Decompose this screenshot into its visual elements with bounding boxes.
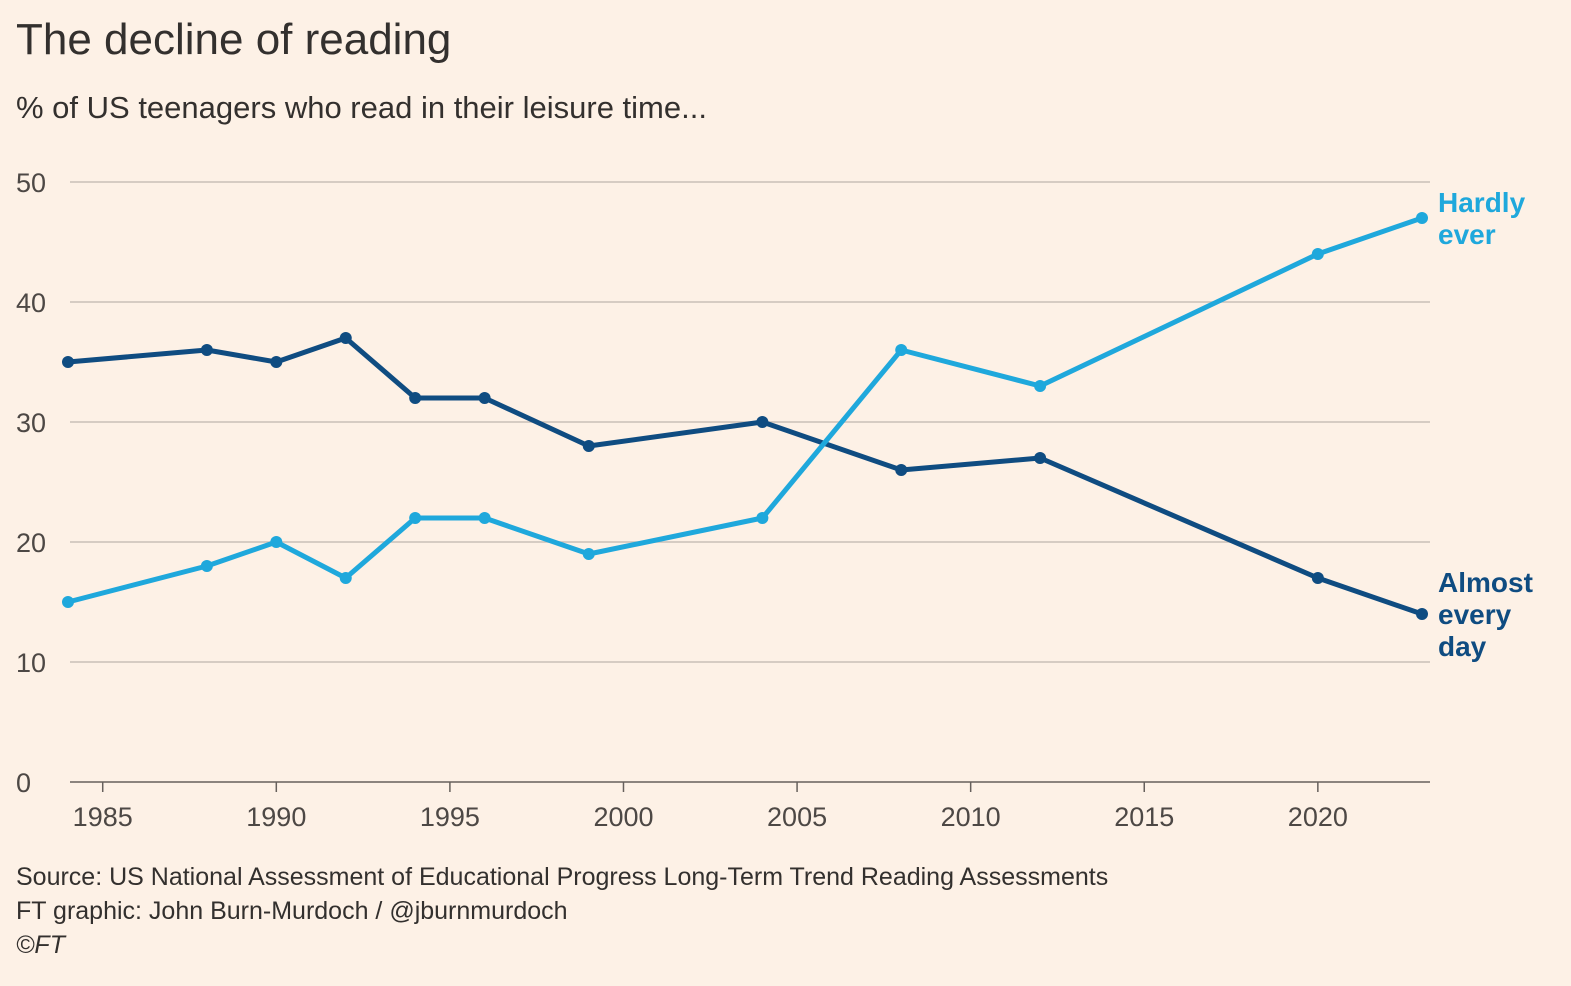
data-point-almost-every-day-1996 [478,392,491,404]
data-point-almost-every-day-1984 [62,356,74,368]
chart-subtitle: % of US teenagers who read in their leis… [16,90,707,125]
y-axis-ticks: 0 10 20 30 40 50 [16,168,46,798]
data-point-almost-every-day-2023 [1416,608,1428,620]
x-tick-label-2005: 2005 [767,802,827,832]
chart-title: The decline of reading [16,15,452,64]
data-point-hardly-ever-1992 [339,572,352,584]
y-tick-label-20: 20 [16,528,46,558]
data-point-almost-every-day-1994 [409,392,422,404]
data-point-hardly-ever-2023 [1416,212,1428,224]
data-point-almost-every-day-1990 [270,356,283,368]
x-tick-label-1985: 1985 [73,802,133,832]
x-axis: 1985 1990 1995 2000 2005 2010 2015 2020 [70,781,1430,832]
data-point-hardly-ever-2008 [895,344,908,356]
data-point-hardly-ever-2020 [1311,248,1324,260]
graphic-credit: FT graphic: John Burn-Murdoch / @jburnmu… [16,897,568,925]
data-point-almost-every-day-2012 [1034,452,1047,464]
series-lines [62,212,1428,620]
data-point-almost-every-day-1992 [339,332,352,344]
data-point-hardly-ever-1988 [200,560,213,572]
y-tick-label-10: 10 [16,648,46,678]
data-point-almost-every-day-1999 [582,440,595,452]
data-point-hardly-ever-1996 [478,512,491,524]
data-point-hardly-ever-1994 [409,512,422,524]
data-point-hardly-ever-2004 [756,512,769,524]
series-label-almost-every-day-line-3: day [1438,631,1487,662]
series-label-hardly-ever-line-2: ever [1438,219,1496,250]
data-point-almost-every-day-2020 [1311,572,1324,584]
data-point-hardly-ever-1999 [582,548,595,560]
x-tick-label-1995: 1995 [420,802,480,832]
x-tick-label-2015: 2015 [1114,802,1174,832]
data-point-hardly-ever-1990 [270,536,283,548]
series-label-almost-every-day-line-1: Almost [1438,567,1533,598]
series-line-hardly-ever [65,215,1425,605]
data-point-hardly-ever-2012 [1034,380,1047,392]
x-tick-label-1990: 1990 [246,802,306,832]
y-tick-label-50: 50 [16,168,46,198]
data-point-almost-every-day-2004 [756,416,769,428]
copyright: ©FT [16,931,65,959]
y-tick-label-40: 40 [16,288,46,318]
series-line-almost-every-day [65,335,1425,617]
data-point-hardly-ever-1984 [62,596,74,608]
x-tick-label-2020: 2020 [1288,802,1348,832]
data-point-almost-every-day-2008 [895,464,908,476]
data-point-almost-every-day-1988 [200,344,213,356]
y-tick-label-30: 30 [16,408,46,438]
chart-footer: Source: US National Assessment of Educat… [16,860,1108,962]
series-label-hardly-ever-line-1: Hardly [1438,187,1526,218]
series-label-almost-every-day-line-2: every [1438,599,1512,630]
x-tick-label-2000: 2000 [593,802,653,832]
y-tick-label-0: 0 [16,768,31,798]
line-chart: 0 10 20 30 40 50 1985 1990 1995 2000 2005 2010 2015… [16,168,1533,832]
source-note: Source: US National Assessment of Educat… [16,863,1109,891]
x-tick-label-2010: 2010 [941,802,1001,832]
